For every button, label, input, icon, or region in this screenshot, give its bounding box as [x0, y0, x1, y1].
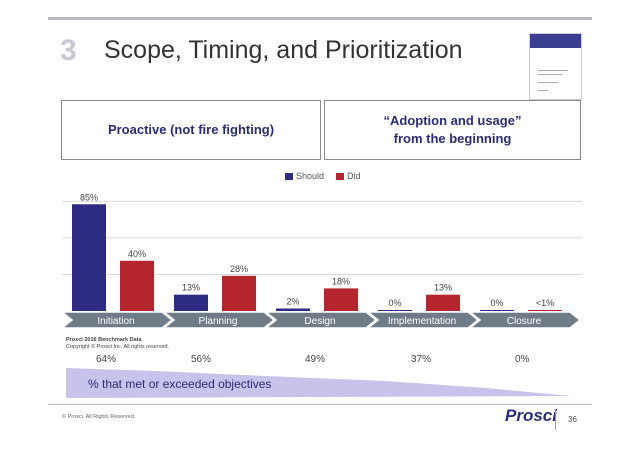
- adoption-line-1: “Adoption and usage”: [383, 113, 522, 128]
- adoption-box: “Adoption and usage” from the beginning: [324, 100, 581, 160]
- bar-should-initiation: [72, 204, 106, 311]
- data-label-should-initiation: 85%: [80, 192, 98, 202]
- data-label-did-initiation: 40%: [128, 249, 146, 259]
- data-label-did-closure: <1%: [536, 298, 554, 308]
- data-label-should-implementation: 0%: [388, 298, 401, 308]
- bar-should-planning: [174, 294, 208, 311]
- phase-arrow-closure: [467, 311, 582, 329]
- thumbnail-line: [538, 74, 562, 75]
- data-label-should-design: 2%: [286, 296, 299, 306]
- phase-label-closure: Closure: [507, 316, 542, 327]
- phase-bar-chart: 85% 13% 2% 0% 0% 40% 28% 18% 13% <1% Initiation Pla…: [62, 192, 582, 329]
- bar-did-implementation: [426, 294, 460, 311]
- phase-arrow-planning: [161, 311, 276, 329]
- data-label-did-design: 18%: [332, 276, 350, 286]
- bar-should-implementation: [378, 310, 412, 311]
- bar-did-closure: [528, 310, 562, 311]
- phase-label-implementation: Implementation: [388, 316, 456, 327]
- phase-arrow-implementation: [365, 311, 480, 329]
- footer-copyright: © Prosci. All Rights Reserved.: [62, 414, 136, 420]
- objectives-wedge: [66, 368, 571, 398]
- bar-did-design: [324, 288, 358, 311]
- bar-did-planning: [222, 275, 256, 311]
- legend-label-should: Should: [296, 171, 325, 181]
- report-thumbnail: [529, 33, 582, 100]
- objective-pct-closure: 0%: [515, 354, 530, 365]
- source-note-line-2: Copyright © Prosci Inc. All rights reser…: [66, 344, 170, 350]
- thumbnail-line: [538, 70, 568, 71]
- top-rule: [48, 17, 592, 20]
- objective-pct-design: 49%: [305, 354, 326, 365]
- objective-pct-implementation: 37%: [411, 354, 432, 365]
- data-label-should-closure: 0%: [490, 298, 503, 308]
- slide-section-number: 3: [60, 34, 77, 67]
- bar-should-design: [276, 308, 310, 311]
- page-number: 36: [568, 415, 577, 424]
- source-note: Prosci 2016 Benchmark Data Copyright © P…: [66, 337, 169, 351]
- phase-label-design: Design: [304, 316, 335, 327]
- source-note-line-1: Prosci 2016 Benchmark Data: [66, 337, 142, 343]
- phase-arrow-initiation: [62, 311, 174, 329]
- legend-swatch-should: [285, 172, 293, 180]
- objective-pct-planning: 56%: [191, 354, 212, 365]
- data-label-should-planning: 13%: [182, 283, 200, 293]
- phase-arrow-design: [263, 311, 378, 329]
- objective-pct-initiation: 64%: [96, 354, 117, 365]
- bar-should-closure: [480, 310, 514, 311]
- adoption-line-2: from the beginning: [393, 131, 512, 146]
- proactive-box: Proactive (not fire fighting): [61, 100, 321, 160]
- data-label-did-implementation: 13%: [434, 283, 452, 293]
- prosci-logo: Prosci: [505, 406, 557, 425]
- thumbnail-line: [538, 90, 548, 91]
- thumbnail-line: [538, 82, 558, 83]
- phase-label-initiation: Initiation: [97, 316, 134, 327]
- bar-did-initiation: [120, 260, 154, 311]
- adoption-text: “Adoption and usage” from the beginning: [384, 112, 522, 148]
- objectives-label: % that met or exceeded objectives: [88, 377, 272, 391]
- phase-label-planning: Planning: [199, 316, 238, 327]
- proactive-text: Proactive (not fire fighting): [107, 122, 275, 137]
- chart-legend: Should Did: [285, 171, 361, 181]
- legend-swatch-did: [336, 172, 345, 180]
- slide-title: Scope, Timing, and Prioritization: [104, 36, 463, 64]
- legend-label-did: Did: [347, 171, 361, 181]
- thumbnail-header: [530, 34, 581, 48]
- footer-separator: [555, 409, 556, 430]
- data-label-did-planning: 28%: [230, 264, 248, 274]
- bottom-rule: [48, 404, 592, 405]
